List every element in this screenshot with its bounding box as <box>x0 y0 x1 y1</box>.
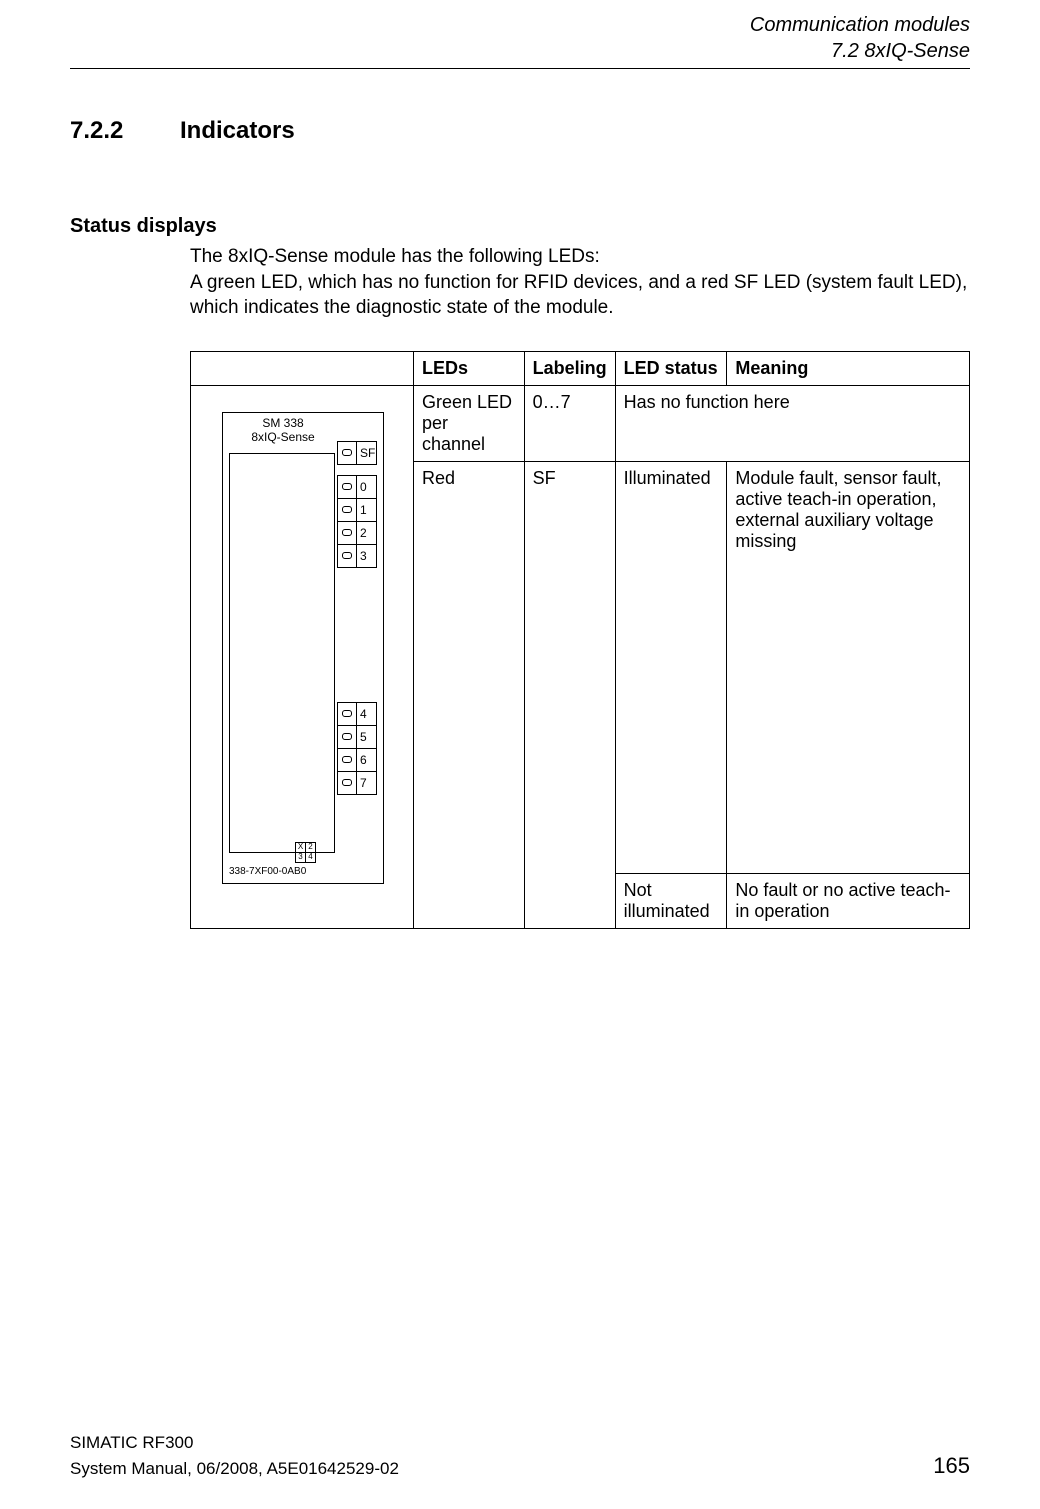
led-icon <box>342 529 352 536</box>
led-dot-cell <box>338 772 357 794</box>
cell-meaning: No fault or no active teach-in operation <box>727 873 970 928</box>
section-heading: 7.2.2 Indicators <box>70 117 970 145</box>
led-row: 6 <box>338 748 376 771</box>
led-row: 7 <box>338 771 376 794</box>
led-dot-cell <box>338 703 357 725</box>
footer-product: SIMATIC RF300 <box>70 1433 970 1453</box>
led-dot-cell <box>338 749 357 771</box>
conn-cell: X <box>296 842 306 852</box>
module-title-line1: SM 338 <box>262 416 303 430</box>
footer-doc: System Manual, 06/2008, A5E01642529-02 <box>70 1459 399 1479</box>
page-number: 165 <box>933 1453 970 1479</box>
led-icon <box>342 483 352 490</box>
module-outline: SM 338 8xIQ-Sense SF <box>222 412 384 884</box>
section-title: 7.2 8xIQ-Sense <box>70 38 970 64</box>
led-label: 2 <box>357 526 367 540</box>
led-row: 1 <box>338 498 376 521</box>
led-label: 6 <box>357 753 367 767</box>
spacer <box>337 568 377 702</box>
led-label: 1 <box>357 503 367 517</box>
led-label-sf: SF <box>357 446 375 460</box>
led-row: 3 <box>338 544 376 567</box>
connector-block: X2 34 <box>295 842 316 863</box>
led-row: 0 <box>338 476 376 498</box>
cell-status: Not illuminated <box>615 873 727 928</box>
header-labeling: Labeling <box>524 351 615 385</box>
led-icon <box>342 779 352 786</box>
section-heading-text: Indicators <box>180 117 295 145</box>
led-icon <box>342 756 352 763</box>
page: Communication modules 7.2 8xIQ-Sense 7.2… <box>0 0 1040 1509</box>
cell-leds: Red <box>414 461 525 928</box>
cell-leds: Green LED per channel <box>414 385 525 461</box>
cell-labeling: SF <box>524 461 615 928</box>
page-footer: SIMATIC RF300 System Manual, 06/2008, A5… <box>70 1433 970 1479</box>
led-icon <box>342 449 352 456</box>
cell-meaning: Has no function here <box>615 385 969 461</box>
header-meaning: Meaning <box>727 351 970 385</box>
chapter-title: Communication modules <box>70 12 970 38</box>
header-leds: LEDs <box>414 351 525 385</box>
led-dot-cell <box>338 726 357 748</box>
body-paragraph: The 8xIQ-Sense module has the following … <box>190 244 970 321</box>
subheading: Status displays <box>70 215 970 238</box>
header-blank <box>191 351 414 385</box>
led-label: 4 <box>357 707 367 721</box>
module-title-line2: 8xIQ-Sense <box>251 430 314 444</box>
led-group-0-3: 0 1 2 3 <box>337 475 377 568</box>
part-number: 338-7XF00-0AB0 <box>229 866 306 877</box>
cell-labeling: 0…7 <box>524 385 615 461</box>
running-header: Communication modules 7.2 8xIQ-Sense <box>70 0 970 64</box>
led-dot-cell <box>338 442 357 464</box>
led-group-top: SF <box>337 441 377 465</box>
table-row: SM 338 8xIQ-Sense SF <box>191 385 970 461</box>
conn-cell: 2 <box>306 842 316 852</box>
led-icon <box>342 710 352 717</box>
table-header-row: LEDs Labeling LED status Meaning <box>191 351 970 385</box>
led-dot-cell <box>338 476 357 498</box>
spacer <box>337 465 377 475</box>
led-dot-cell <box>338 545 357 567</box>
connector-table: X2 34 <box>295 842 316 863</box>
led-icon <box>342 506 352 513</box>
module-diagram: SM 338 8xIQ-Sense SF <box>212 392 392 892</box>
led-table: LEDs Labeling LED status Meaning SM 338 … <box>190 351 970 929</box>
led-label: 7 <box>357 776 367 790</box>
led-label: 5 <box>357 730 367 744</box>
cell-meaning: Module fault, sensor fault, active teach… <box>727 461 970 873</box>
led-row: 4 <box>338 703 376 725</box>
header-rule <box>70 68 970 69</box>
led-icon <box>342 733 352 740</box>
module-inner-panel <box>229 453 335 853</box>
led-label: 3 <box>357 549 367 563</box>
led-icon <box>342 552 352 559</box>
footer-line: System Manual, 06/2008, A5E01642529-02 1… <box>70 1453 970 1479</box>
led-row: 2 <box>338 521 376 544</box>
led-column: SF 0 1 2 3 4 <box>337 441 377 795</box>
led-group-4-7: 4 5 6 7 <box>337 702 377 795</box>
conn-cell: 4 <box>306 852 316 862</box>
led-label: 0 <box>357 480 367 494</box>
led-row: 5 <box>338 725 376 748</box>
header-status: LED status <box>615 351 727 385</box>
module-title: SM 338 8xIQ-Sense <box>223 417 343 445</box>
led-dot-cell <box>338 499 357 521</box>
conn-cell: 3 <box>296 852 306 862</box>
section-number: 7.2.2 <box>70 117 180 145</box>
led-dot-cell <box>338 522 357 544</box>
diagram-cell: SM 338 8xIQ-Sense SF <box>191 385 414 928</box>
led-row-sf: SF <box>338 442 376 464</box>
cell-status: Illuminated <box>615 461 727 873</box>
